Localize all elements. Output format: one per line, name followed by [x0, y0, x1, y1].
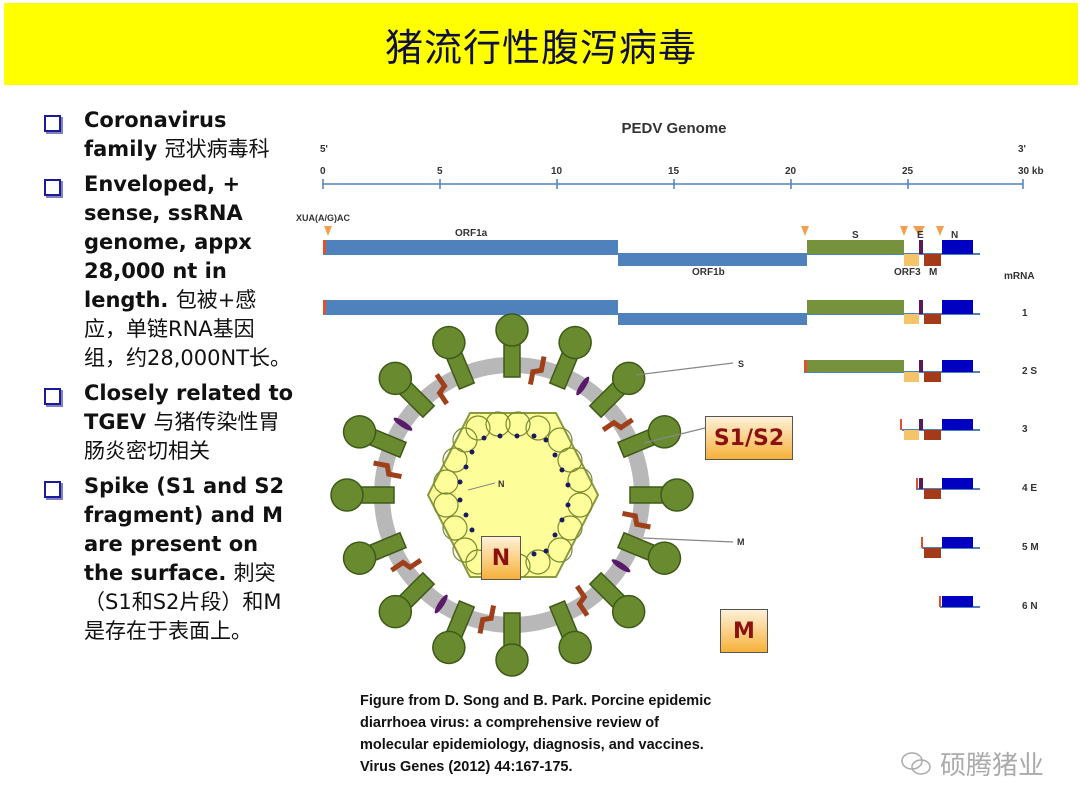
svg-text:5: 5: [437, 166, 443, 177]
svg-text:S: S: [852, 230, 859, 241]
svg-text:ORF3: ORF3: [894, 267, 921, 278]
bullet-item: Spike (S1 and S2 fragment) and M are pre…: [44, 472, 294, 646]
checkbox-bullet-icon: [44, 179, 61, 196]
svg-text:15: 15: [668, 166, 680, 177]
svg-text:1: 1: [1022, 308, 1028, 319]
mrna-row-6: 6 N: [939, 596, 1038, 612]
title-bar: 猪流行性腹泻病毒: [4, 3, 1078, 85]
mrna-row-1: 1: [323, 300, 1028, 325]
svg-text:2 S: 2 S: [1022, 366, 1037, 377]
pedv-figure: PEDV Genome 5' 3' 0 5 10 15 20 25 30 kb …: [296, 120, 1044, 677]
signal-label: XUA(A/G)AC: [296, 213, 350, 223]
bullet-item: Enveloped, + sense, ssRNA genome, appx 2…: [44, 170, 294, 373]
wechat-icon: [901, 751, 931, 775]
bullet-item: Coronavirus family 冠状病毒科: [44, 106, 294, 164]
svg-text:N: N: [951, 230, 958, 241]
checkbox-bullet-icon: [44, 388, 61, 405]
s-pointer-label: S: [738, 359, 744, 369]
figure-caption: Figure from D. Song and B. Park. Porcine…: [360, 693, 712, 775]
watermark: 硕腾猪业: [900, 745, 1044, 782]
svg-text:25: 25: [902, 166, 914, 177]
checkbox-bullet-icon: [44, 481, 61, 498]
mrna-row-2: 2 S: [804, 360, 1037, 382]
svg-text:ORF1a: ORF1a: [455, 228, 488, 239]
svg-text:E: E: [917, 230, 924, 241]
s1s2-label-box: S1/S2: [705, 416, 793, 460]
genome-map: ORF1a ORF1b S E N ORF3 M mRNA: [323, 226, 1035, 282]
virion-illustration: N S M: [330, 313, 745, 677]
svg-text:0: 0: [320, 166, 326, 177]
m-label-box: M: [720, 609, 768, 653]
svg-text:4 E: 4 E: [1022, 483, 1037, 494]
bullet-item: Closely related to TGEV 与猪传染性胃肠炎密切相关: [44, 379, 294, 466]
svg-text:6 N: 6 N: [1022, 601, 1038, 612]
svg-text:30 kb: 30 kb: [1018, 166, 1044, 177]
scale-ticks: 0 5 10 15 20 25 30 kb: [320, 166, 1044, 177]
mrna-row-4: 4 E: [916, 478, 1037, 499]
svg-text:5': 5': [320, 144, 328, 155]
svg-text:20: 20: [785, 166, 797, 177]
mrna-row-3: 3: [900, 419, 1028, 440]
svg-text:10: 10: [551, 166, 563, 177]
svg-text:5 M: 5 M: [1022, 542, 1039, 553]
m-pointer-label: M: [737, 537, 745, 547]
bullet-list: Coronavirus family 冠状病毒科 Enveloped, + se…: [44, 106, 294, 652]
svg-text:M: M: [929, 267, 937, 278]
svg-text:3': 3': [1018, 144, 1026, 155]
n-label-box: N: [481, 536, 521, 580]
mrna-row-5: 5 M: [921, 537, 1039, 558]
genome-title: PEDV Genome: [621, 120, 726, 137]
scale-axis: [322, 179, 1024, 189]
checkbox-bullet-icon: [44, 115, 61, 132]
n-pointer-label: N: [498, 479, 505, 489]
slide-title: 猪流行性腹泻病毒: [384, 26, 697, 70]
mrna-header: mRNA: [1004, 271, 1035, 282]
svg-text:3: 3: [1022, 424, 1028, 435]
svg-text:ORF1b: ORF1b: [692, 267, 725, 278]
